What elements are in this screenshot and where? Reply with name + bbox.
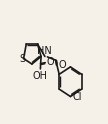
Text: Cl: Cl [72, 92, 82, 102]
Text: OH: OH [33, 71, 48, 81]
Text: O: O [47, 57, 54, 67]
Text: HN: HN [37, 46, 52, 56]
Text: O: O [58, 60, 66, 70]
Text: S: S [19, 54, 25, 64]
